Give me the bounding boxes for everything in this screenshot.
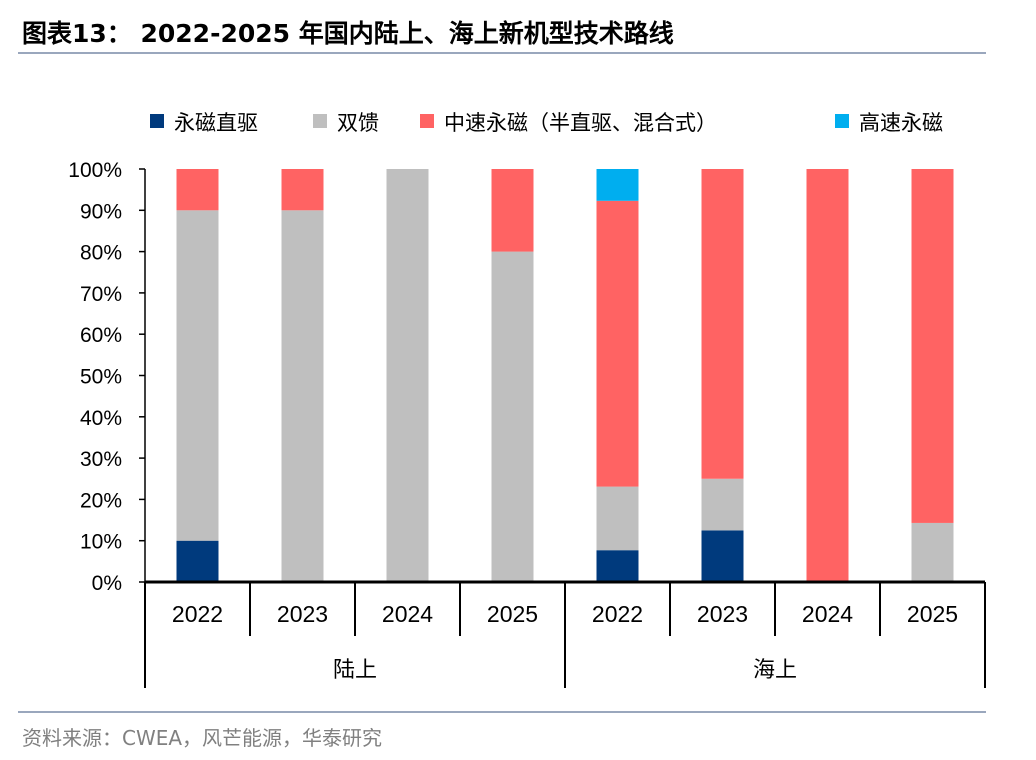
bar-segment: [596, 200, 639, 487]
legend-label: 中速永磁（半直驱、混合式）: [444, 112, 717, 135]
x-tick-label: 2025: [907, 601, 958, 627]
y-tick-label: 50%: [80, 366, 122, 389]
group-label: 海上: [753, 657, 797, 682]
bar-segment: [386, 169, 429, 582]
bar-segment: [176, 210, 219, 541]
x-tick-label: 2022: [592, 601, 643, 627]
bar-segment: [806, 169, 849, 582]
y-tick-label: 100%: [68, 159, 122, 182]
bottom-divider: [18, 711, 986, 713]
legend-label: 永磁直驱: [174, 112, 258, 135]
x-tick-label: 2024: [802, 601, 853, 627]
legend-swatch: [313, 114, 327, 128]
y-tick-label: 70%: [80, 283, 122, 306]
x-tick-label: 2023: [697, 601, 748, 627]
bar-segment: [491, 251, 534, 582]
y-tick-label: 0%: [92, 572, 122, 595]
bar-segment: [491, 169, 534, 252]
bar-segment: [596, 550, 639, 582]
bar-segment: [596, 486, 639, 551]
bar-segment: [281, 169, 324, 211]
bar-segment: [701, 478, 744, 531]
y-tick-label: 20%: [80, 489, 122, 512]
bar-segment: [281, 210, 324, 583]
x-tick-label: 2024: [382, 601, 433, 627]
legend-swatch: [150, 114, 164, 128]
legend-label: 高速永磁: [859, 112, 943, 135]
source-note: 资料来源：CWEA，风芒能源，华泰研究: [22, 726, 383, 750]
y-tick-label: 40%: [80, 407, 122, 430]
y-tick-label: 60%: [80, 324, 122, 347]
bar-segment: [176, 169, 219, 211]
group-label: 陆上: [333, 657, 377, 682]
legend-swatch: [835, 114, 849, 128]
bar-segment: [911, 169, 954, 523]
page-title: 图表13： 2022-2025 年国内陆上、海上新机型技术路线: [22, 19, 674, 48]
top-divider: [18, 52, 986, 54]
y-tick-label: 80%: [80, 242, 122, 265]
bar-segment: [911, 522, 954, 582]
legend-label: 双馈: [337, 112, 379, 135]
x-tick-label: 2023: [277, 601, 328, 627]
bar-segment: [701, 530, 744, 582]
y-tick-label: 10%: [80, 531, 122, 554]
legend-swatch: [420, 114, 434, 128]
x-tick-label: 2025: [487, 601, 538, 627]
bar-segment: [701, 169, 744, 479]
bar-segment: [176, 540, 219, 582]
bar-segment: [596, 169, 639, 201]
y-tick-label: 90%: [80, 200, 122, 223]
y-tick-label: 30%: [80, 448, 122, 471]
x-tick-label: 2022: [172, 601, 223, 627]
